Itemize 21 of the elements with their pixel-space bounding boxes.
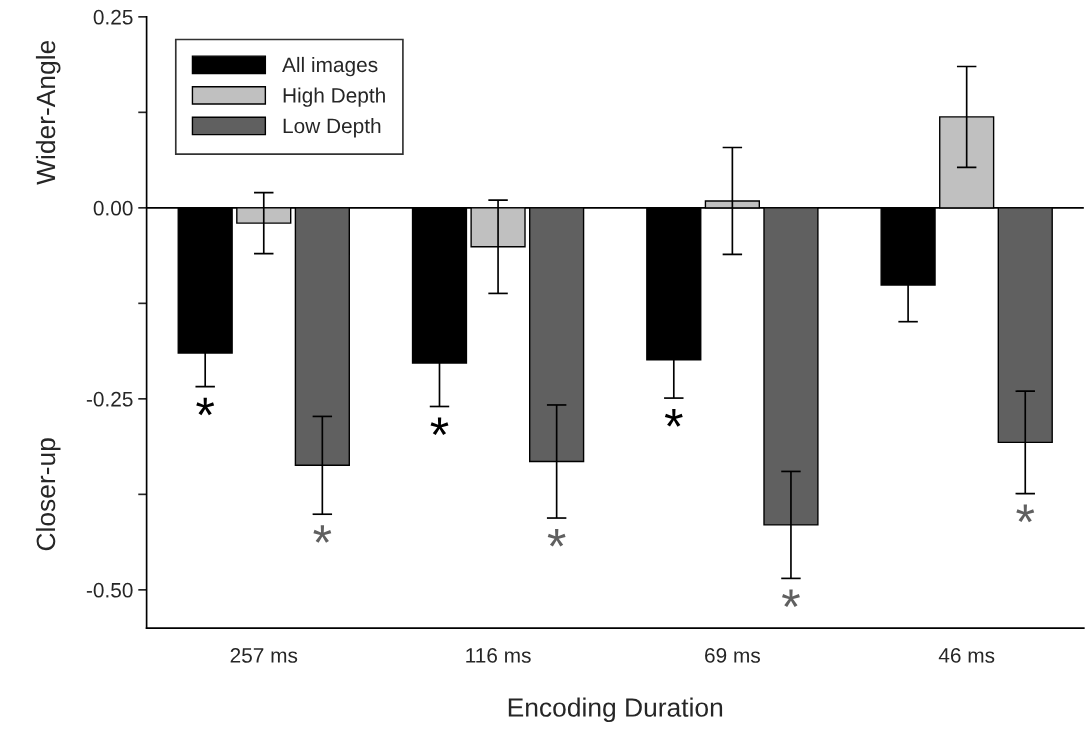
y-tick-label: 0.00 <box>93 200 133 216</box>
data-label: * <box>1016 504 1035 523</box>
data-label: * <box>196 397 215 416</box>
text: Wider-Angle <box>35 40 61 185</box>
data-label: * <box>313 525 332 543</box>
data-label: * <box>547 529 566 547</box>
y-tick-label: 0.25 <box>93 9 133 25</box>
x-tick-label: 46 ms <box>938 648 995 663</box>
y-tick-label: -0.50 <box>86 582 133 598</box>
data-label: * <box>430 417 449 436</box>
x-tick-label: 257 ms <box>230 648 298 663</box>
y-tick-label: -0.25 <box>86 391 133 407</box>
data-label: * <box>782 589 800 607</box>
x-axis-title: Encoding Duration <box>508 697 723 723</box>
legend-label: All images <box>282 56 378 77</box>
x-tick-label: 116 ms <box>466 648 531 663</box>
legend-label: High Depth <box>283 87 385 107</box>
text: Closer-up <box>35 438 61 551</box>
x-tick-label: 69 ms <box>705 648 760 663</box>
data-label: * <box>664 409 683 427</box>
legend-label: Low Depth <box>283 118 381 138</box>
